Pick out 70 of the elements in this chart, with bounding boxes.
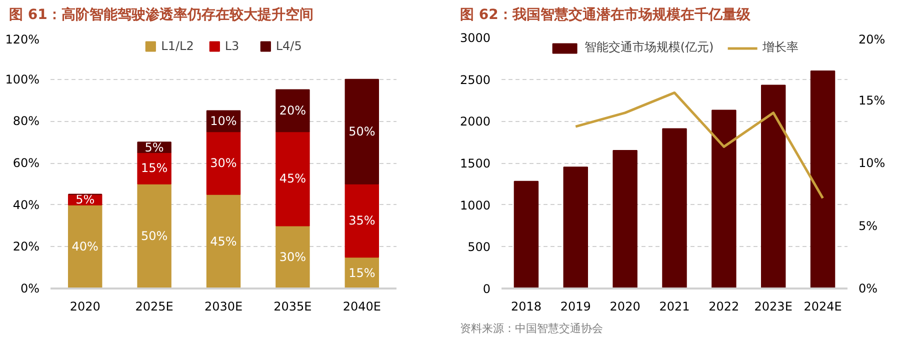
y2-tick-label: 20% xyxy=(858,32,886,46)
bar xyxy=(760,84,786,288)
bar xyxy=(276,89,310,132)
data-label: 35% xyxy=(348,214,376,228)
bar xyxy=(810,70,836,288)
y-tick-label: 60% xyxy=(12,156,40,170)
y-tick-label: 1000 xyxy=(460,198,491,212)
bar xyxy=(276,131,310,226)
x-tick-label: 2023E xyxy=(754,300,792,314)
x-tick-label: 2030E xyxy=(204,300,243,314)
y2-tick-label: 5% xyxy=(858,218,878,233)
bar xyxy=(662,128,687,288)
y-tick-label: 2500 xyxy=(460,72,491,87)
bar xyxy=(68,204,102,288)
y-tick-label: 500 xyxy=(468,240,490,254)
data-label: 45% xyxy=(279,172,306,186)
text: 资料来源：中国智慧交通协会 xyxy=(460,321,603,337)
data-label: 5% xyxy=(76,192,95,207)
y-tick-label: 20% xyxy=(12,240,40,254)
y2-tick-label: 0% xyxy=(858,282,878,296)
data-label: 30% xyxy=(279,250,306,264)
data-label: 45% xyxy=(210,234,237,248)
bar xyxy=(344,183,380,258)
legend-label: L3 xyxy=(224,39,240,53)
line-series xyxy=(574,91,824,200)
chart-title: 图 61：高阶智能驾驶渗透率仍存在较大提升空间 xyxy=(9,6,314,25)
legend-label: L4/5 xyxy=(276,39,302,53)
chart-title: 图 62：我国智慧交通潜在市场规模在千亿量级 xyxy=(460,6,750,25)
y2-tick-label: 15% xyxy=(858,93,886,108)
y2-tick-label: 10% xyxy=(858,156,886,170)
data-label: 50% xyxy=(348,124,376,139)
legend-label: 智能交通市场规模(亿元) xyxy=(584,39,714,56)
y-tick-label: 3000 xyxy=(460,31,491,45)
y-tick-label: 0 xyxy=(482,282,491,296)
y-tick-label: 1500 xyxy=(460,156,491,170)
bar xyxy=(612,150,638,288)
y-tick-label: 2000 xyxy=(460,114,491,129)
x-tick-label: 2021 xyxy=(659,300,690,314)
x-tick-label: 2018 xyxy=(510,300,542,314)
x-tick-label: 2019 xyxy=(560,300,591,314)
bar xyxy=(563,166,588,288)
x-tick-label: 2040E xyxy=(342,300,381,314)
data-label: 15% xyxy=(348,266,376,280)
bar xyxy=(137,183,172,288)
data-label: 20% xyxy=(279,104,306,118)
x-tick-label: 2035E xyxy=(274,300,312,314)
legend-label: 增长率 xyxy=(762,39,799,56)
y-tick-label: 0% xyxy=(20,282,40,296)
y-tick-label: 120% xyxy=(5,32,40,46)
y-tick-label: 40% xyxy=(12,198,40,212)
data-label: 40% xyxy=(72,240,98,254)
bar xyxy=(206,131,241,195)
data-label: 10% xyxy=(210,114,237,128)
x-tick-label: 2020 xyxy=(70,300,100,314)
data-label: 30% xyxy=(210,156,237,170)
x-tick-label: 2024E xyxy=(804,300,842,314)
x-tick-label: 2020 xyxy=(610,300,640,314)
bar xyxy=(344,78,380,184)
bar xyxy=(514,180,539,288)
bar xyxy=(276,225,310,288)
y-tick-label: 100% xyxy=(5,72,40,86)
x-tick-label: 2022 xyxy=(708,300,740,314)
data-label: 50% xyxy=(140,229,168,244)
data-label: 5% xyxy=(144,140,164,154)
legend-label: L1/L2 xyxy=(161,39,194,53)
x-tick-label: 2025E xyxy=(135,300,174,314)
data-label: 15% xyxy=(140,161,168,176)
y-tick-label: 80% xyxy=(12,114,40,128)
bar xyxy=(712,110,736,288)
bar xyxy=(206,194,241,288)
